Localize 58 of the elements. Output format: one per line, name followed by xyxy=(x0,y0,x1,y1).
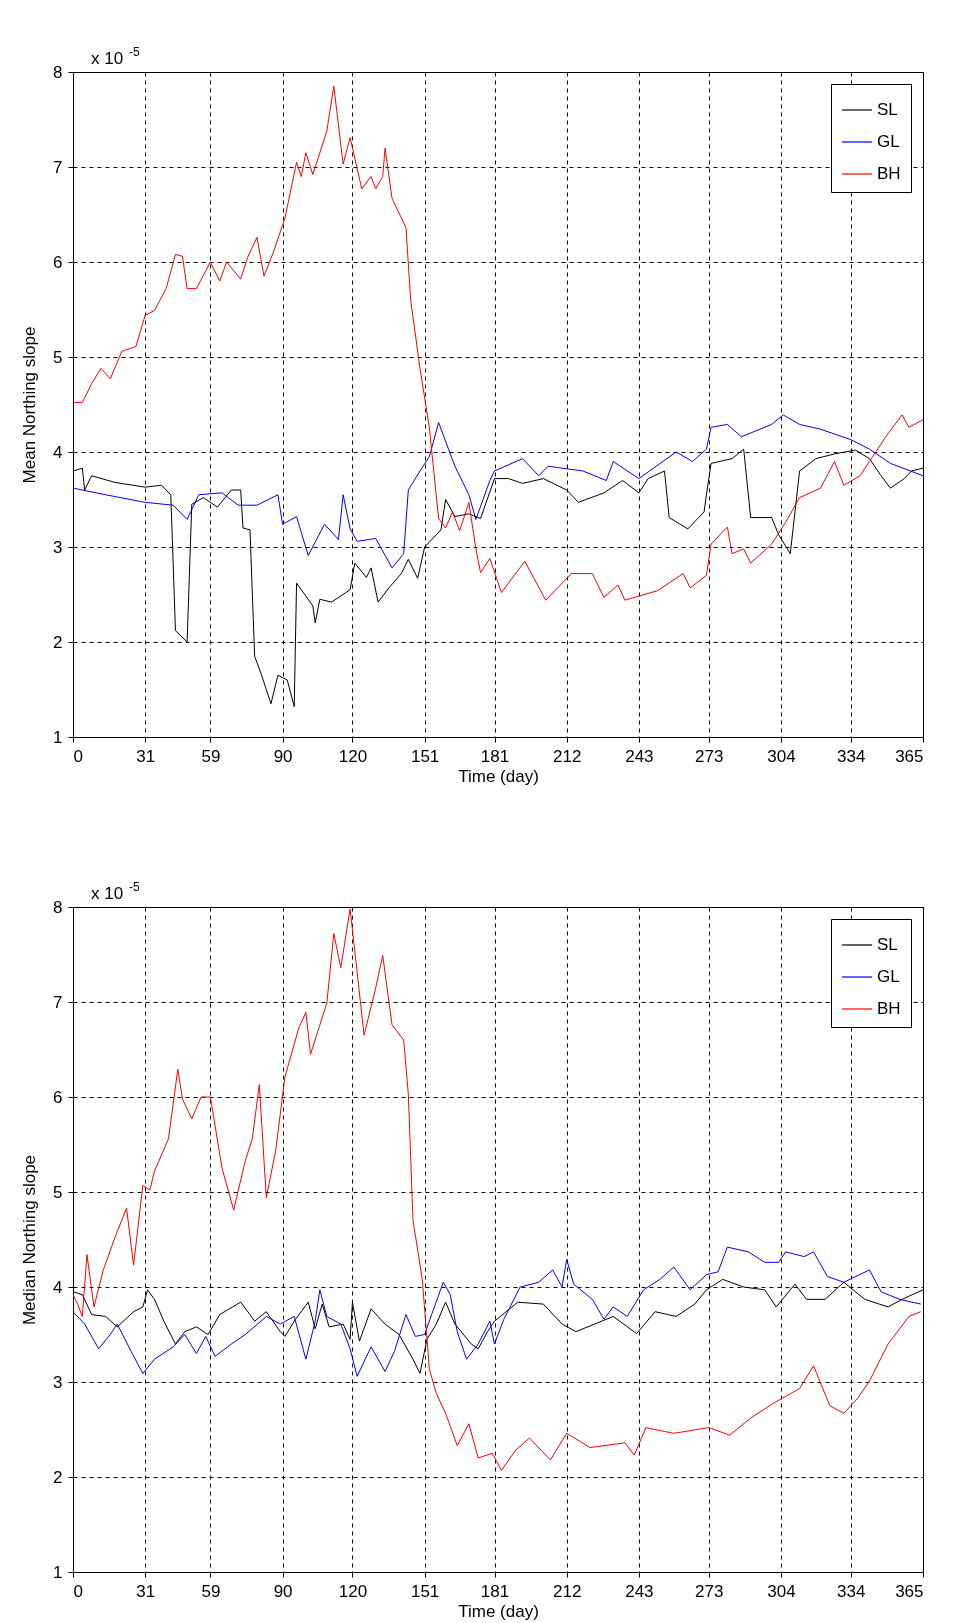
y-axis-title: Mean Northing slope xyxy=(20,326,40,484)
x-tick-label: 59 xyxy=(201,746,221,766)
x-tick-label: 151 xyxy=(410,746,440,766)
x-axis-title: Time (day) xyxy=(458,766,539,786)
legend-label: BH xyxy=(877,999,901,1018)
y-tick-label: 5 xyxy=(53,1182,63,1202)
y-tick-label: 2 xyxy=(53,632,63,652)
x-tick-label: 212 xyxy=(553,1581,582,1601)
x-tick-label: 0 xyxy=(73,746,83,766)
x-tick-label: 90 xyxy=(273,746,293,766)
x-tick-label: 120 xyxy=(338,1581,368,1601)
x-tick-label: 59 xyxy=(201,1581,221,1601)
line-series xyxy=(73,908,922,1471)
y-tick-label: 5 xyxy=(53,347,63,367)
legend-label: SL xyxy=(877,935,898,954)
x-tick-label: 273 xyxy=(695,746,724,766)
x-axis-title: Time (day) xyxy=(458,1601,539,1621)
line-series xyxy=(73,414,923,569)
x-tick-label: 181 xyxy=(480,746,510,766)
x-tick-label: 151 xyxy=(410,1581,440,1601)
y-tick-label: 1 xyxy=(53,727,63,747)
y-tick-label: 8 xyxy=(53,897,63,917)
y-tick-label: 4 xyxy=(53,1277,63,1297)
line-series xyxy=(73,1246,922,1377)
x-tick-label: 304 xyxy=(767,1581,796,1601)
legend-label: GL xyxy=(877,967,900,986)
x-tick-label: 243 xyxy=(625,746,654,766)
y-tick-label: 6 xyxy=(53,1087,63,1107)
y-tick-label: 2 xyxy=(53,1467,63,1487)
y-tick-label: 3 xyxy=(53,537,63,557)
legend-label: GL xyxy=(877,132,900,151)
y-tick-label: 1 xyxy=(53,1562,63,1582)
line-series xyxy=(73,85,923,601)
y-tick-label: 4 xyxy=(53,442,63,462)
x-tick-label: 181 xyxy=(480,1581,510,1601)
x-tick-label: 273 xyxy=(695,1581,724,1601)
y-tick-label: 7 xyxy=(53,157,63,177)
x-tick-label: 365 xyxy=(895,746,924,766)
y-tick-label: 6 xyxy=(53,252,63,272)
legend-label: BH xyxy=(877,164,901,183)
x-tick-label: 243 xyxy=(625,1581,654,1601)
x-tick-label: 365 xyxy=(895,1581,924,1601)
x-tick-label: 31 xyxy=(136,746,156,766)
y-tick-label: 3 xyxy=(53,1372,63,1392)
x-tick-label: 334 xyxy=(837,746,866,766)
x-tick-label: 212 xyxy=(553,746,582,766)
text: x 10-5 xyxy=(91,880,140,903)
legend-label: SL xyxy=(877,100,898,119)
x-tick-label: 0 xyxy=(73,1581,83,1601)
y-tick-label: 7 xyxy=(53,992,63,1012)
x-tick-label: 334 xyxy=(837,1581,866,1601)
x-tick-label: 304 xyxy=(767,746,796,766)
x-tick-label: 31 xyxy=(136,1581,156,1601)
x-tick-label: 120 xyxy=(338,746,368,766)
y-tick-label: 8 xyxy=(53,62,63,82)
text: x 10-5 xyxy=(91,45,140,68)
y-axis-title: Median Northing slope xyxy=(20,1154,40,1326)
x-tick-label: 90 xyxy=(273,1581,293,1601)
